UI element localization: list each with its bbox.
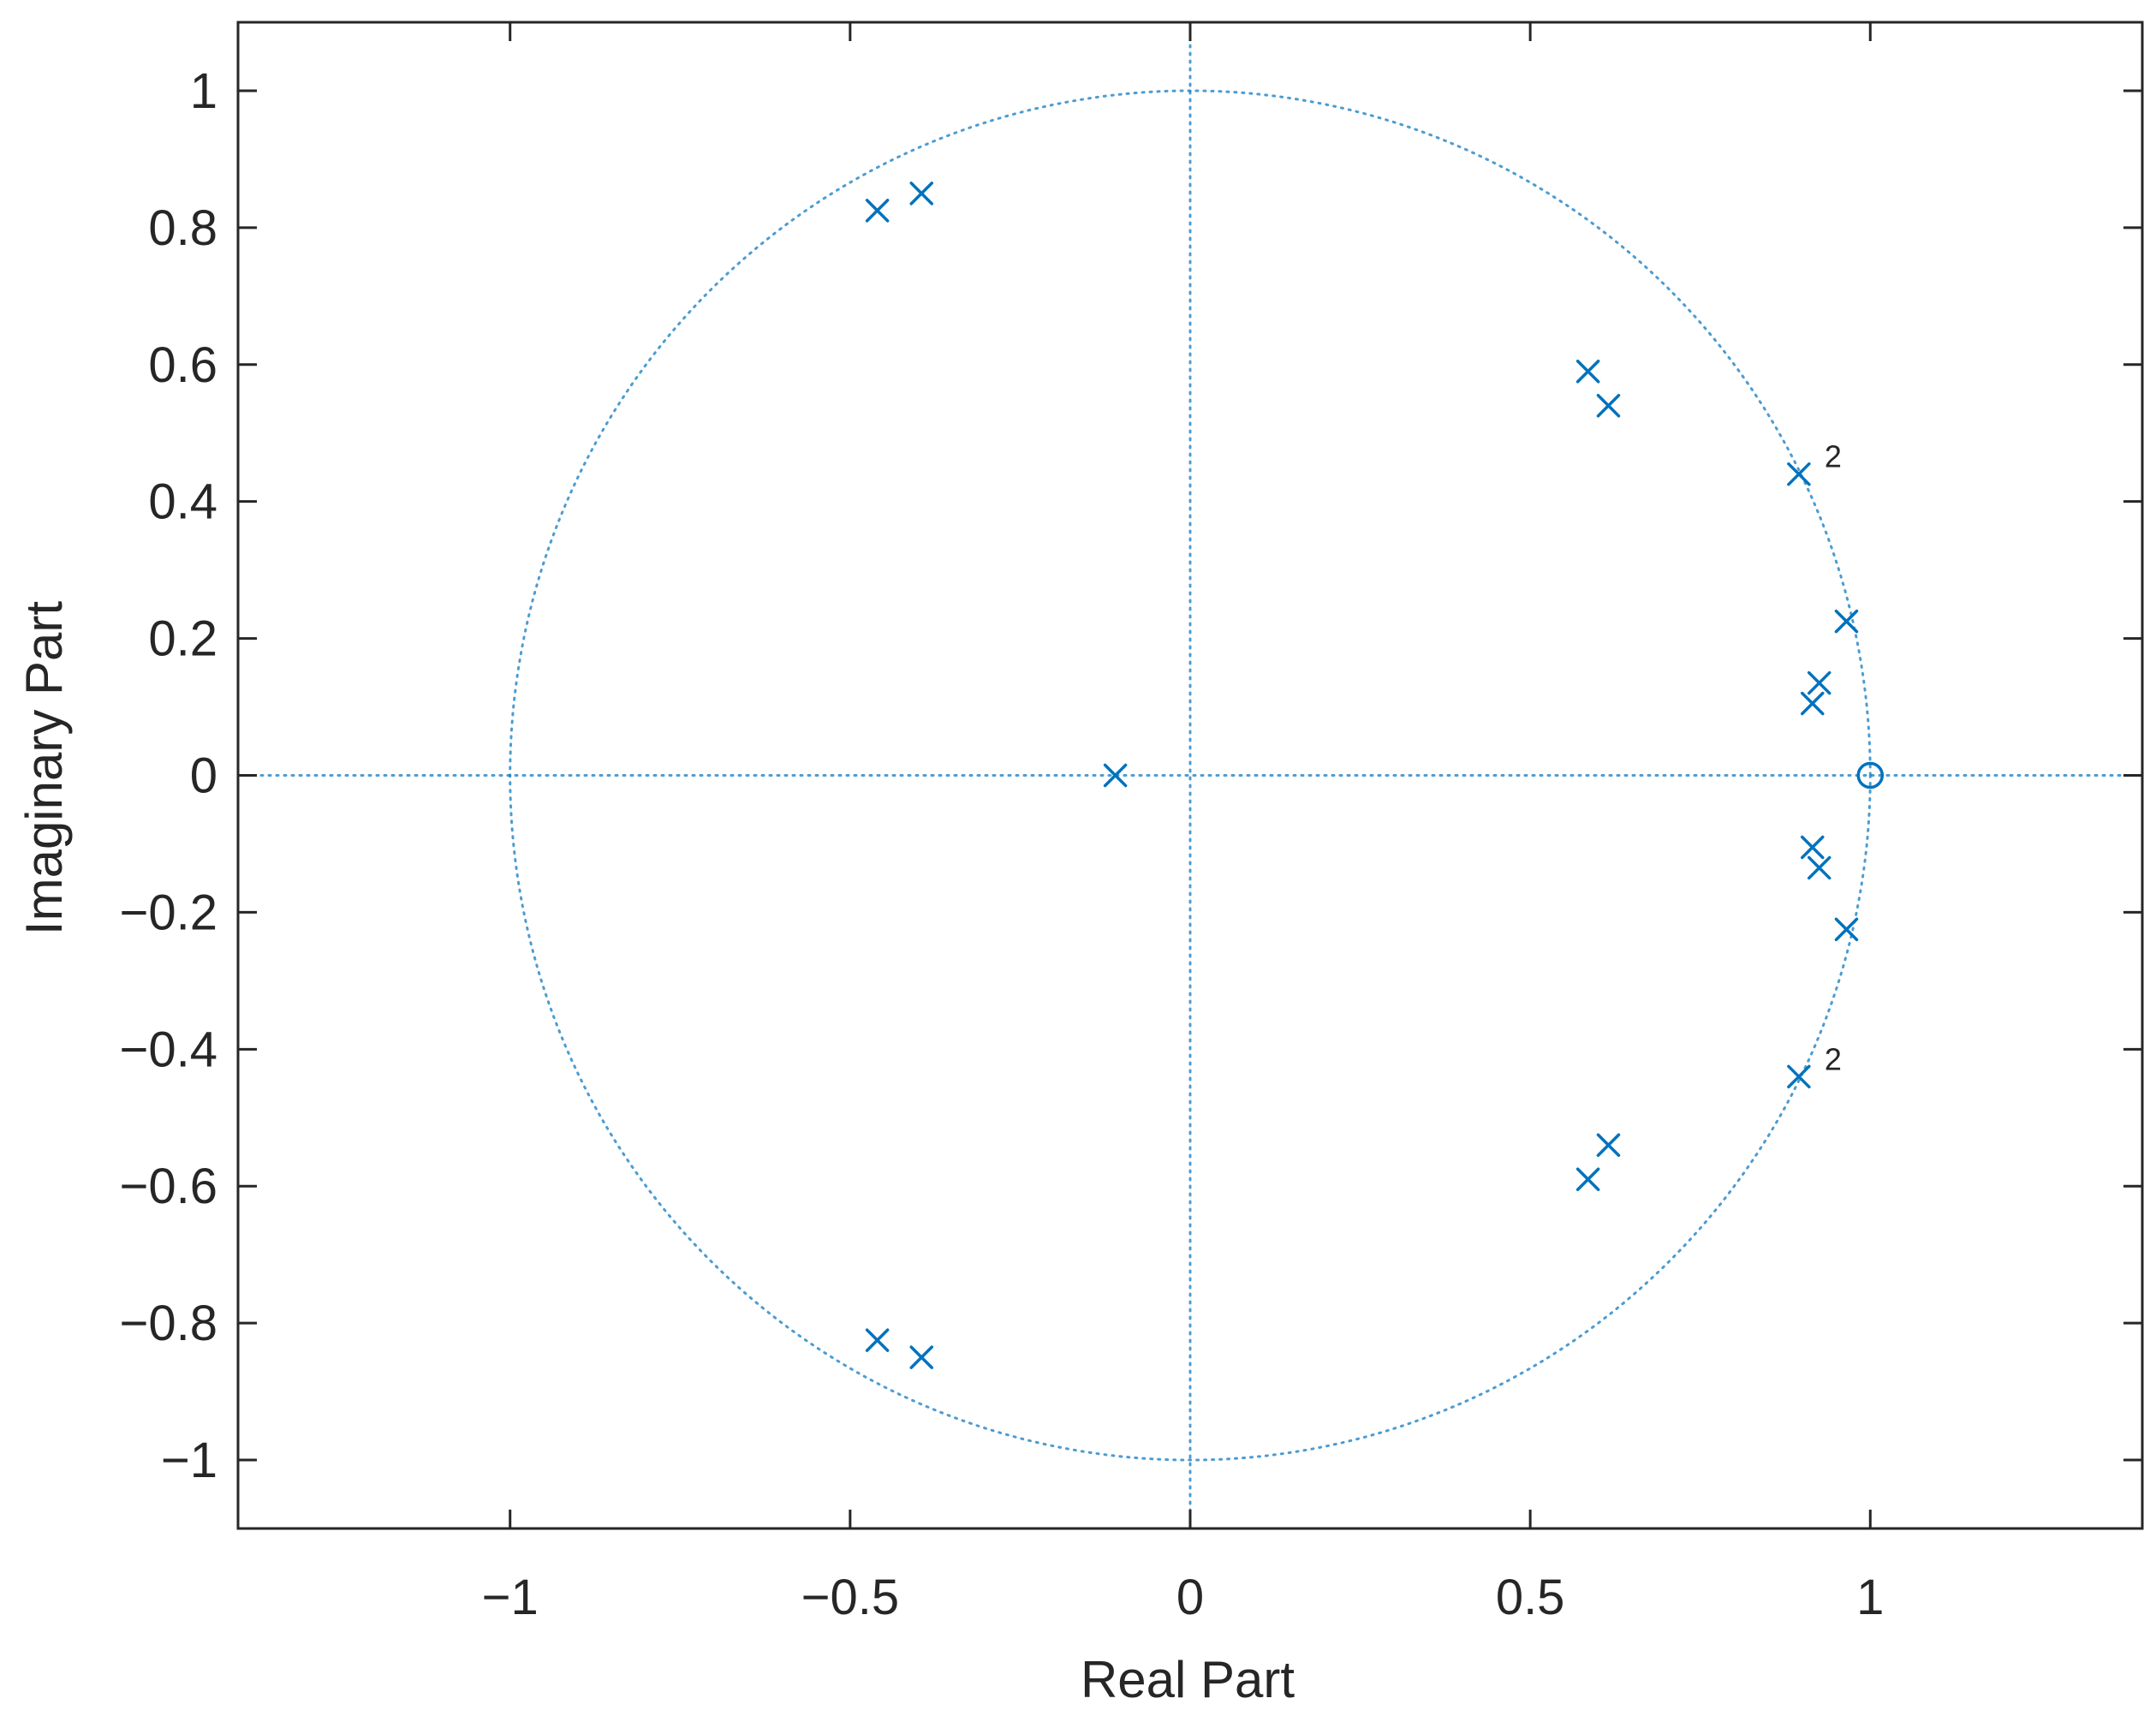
pole-marker-stroke <box>1834 609 1859 634</box>
x-tick-label: −0.5 <box>801 1570 900 1625</box>
ticks-layer: −1 −0.5 0 0.5 1 1 0.8 0.6 0.4 0.2 0 −0.2 −0.4 −0.6 −0.… <box>120 22 2142 1625</box>
pole-marker <box>865 199 890 223</box>
pole-marker-stroke <box>1801 691 1825 716</box>
pole-marker-stroke <box>909 182 934 206</box>
y-tick-label: −0.6 <box>120 1159 218 1214</box>
pole-marker <box>1834 609 1859 634</box>
y-tick-label: 0.8 <box>148 200 217 256</box>
pole-marker-stroke <box>1596 1133 1621 1158</box>
pole-marker <box>909 1345 934 1369</box>
pole-marker <box>909 182 934 206</box>
pole-marker-stroke <box>1575 360 1600 384</box>
pole-marker-stroke <box>1787 1064 1811 1089</box>
pole-marker-stroke <box>865 1328 890 1352</box>
pole-marker-stroke <box>1807 855 1831 880</box>
pole-marker-stroke <box>1801 835 1825 860</box>
pole-marker-stroke <box>1807 670 1831 695</box>
zero-marker <box>1856 761 1885 790</box>
pole-marker <box>1103 763 1128 788</box>
pole-marker-stroke <box>1596 393 1621 418</box>
y-tick-label: −0.8 <box>120 1296 218 1351</box>
pole-marker-stroke <box>1103 763 1128 788</box>
pole-marker <box>1801 835 1825 860</box>
pole-marker-stroke <box>1575 1167 1600 1191</box>
pole-marker <box>1575 1167 1600 1191</box>
x-axis-label: Real Part <box>1081 1651 1295 1708</box>
pole-marker <box>1596 1133 1621 1158</box>
pole-marker <box>1787 462 1811 486</box>
x-tick-label: 1 <box>1856 1570 1884 1625</box>
pole-marker <box>1801 691 1825 716</box>
multiplicity-label: 2 <box>1825 439 1842 474</box>
y-tick-label: 0 <box>190 748 217 804</box>
marks-layer: 22 <box>865 182 1885 1369</box>
y-tick-label: 1 <box>190 63 217 119</box>
plot-area <box>236 21 2144 1530</box>
x-tick-label: 0 <box>1176 1570 1204 1625</box>
pole-marker-stroke <box>865 199 890 223</box>
pole-marker <box>1807 855 1831 880</box>
y-tick-label: 0.4 <box>148 474 217 530</box>
pole-marker <box>1834 917 1859 942</box>
pole-marker-stroke <box>1787 462 1811 486</box>
y-tick-label: −1 <box>161 1433 217 1488</box>
pole-marker-stroke <box>1834 917 1859 942</box>
x-tick-label: −1 <box>482 1570 539 1625</box>
y-tick-label: −0.4 <box>120 1022 218 1077</box>
y-tick-label: −0.2 <box>120 885 218 940</box>
y-tick-label: 0.6 <box>148 337 217 393</box>
pole-marker <box>1575 360 1600 384</box>
pole-marker <box>1787 1064 1811 1089</box>
y-tick-label: 0.2 <box>148 611 217 667</box>
x-tick-label: 0.5 <box>1496 1570 1565 1625</box>
pole-marker <box>865 1328 890 1352</box>
pole-marker <box>1807 670 1831 695</box>
multiplicity-label: 2 <box>1825 1041 1842 1076</box>
y-axis-label: Imaginary Part <box>15 601 73 935</box>
pole-marker-stroke <box>909 1345 934 1369</box>
pole-marker <box>1596 393 1621 418</box>
